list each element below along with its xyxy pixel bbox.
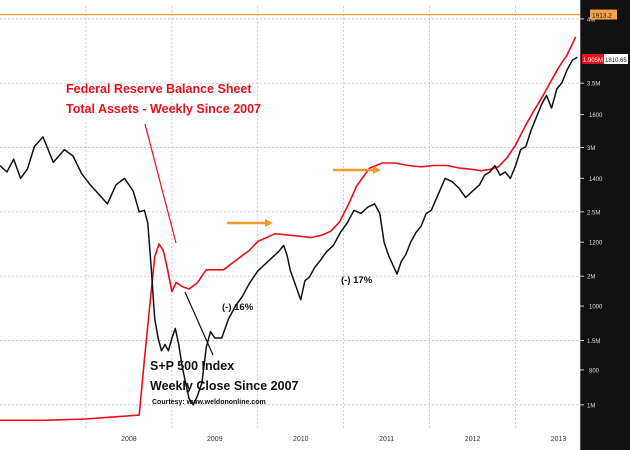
balance-sheet-tick-label: 2M — [587, 275, 595, 281]
spx-title-line1: S+P 500 Index — [150, 359, 235, 373]
index-tick-label: 1200 — [589, 241, 603, 247]
arrow-head — [373, 166, 381, 174]
balance-sheet-tick-label: 4M — [587, 17, 595, 23]
balance-sheet-axis: 1M 1.5M 2M 2.5M 3M 3.5M 4M — [580, 17, 600, 409]
reference-value-label: 1913.2 — [592, 13, 612, 20]
fed-last-value-tag — [582, 54, 604, 64]
last-value-tags: 1913.2 1.905M 1810.65 — [582, 9, 628, 64]
fed-last-value-label: 1.905M — [583, 58, 603, 64]
index-tick-label: 800 — [589, 368, 600, 374]
x-tick-label: 2013 — [551, 436, 567, 443]
balance-sheet-tick-label: 3M — [587, 146, 595, 152]
x-tick-label: 2009 — [207, 436, 223, 443]
reference-value-tag — [590, 9, 617, 20]
index-tick-label: 1000 — [589, 305, 603, 311]
fed-series-annotation: Federal Reserve Balance Sheet Total Asse… — [66, 79, 261, 119]
spx-annotation-pointer — [184, 291, 214, 356]
index-tick-label: 1400 — [589, 177, 603, 183]
spx-title-line2: Weekly Close Since 2007 — [150, 379, 299, 393]
annotation-pointers — [144, 123, 214, 356]
x-tick-label: 2011 — [379, 436, 394, 443]
fed-title-line1: Federal Reserve Balance Sheet — [66, 82, 252, 96]
grid-lines — [0, 6, 602, 428]
x-tick-label: 2012 — [465, 436, 481, 443]
balance-sheet-tick-label: 1M — [587, 403, 595, 409]
fed-title-line2: Total Assets - Weekly Since 2007 — [66, 102, 262, 116]
courtesy-label: Courtesy: www.weldononline.com — [152, 399, 266, 406]
x-tick-label: 2010 — [293, 436, 309, 443]
balance-sheet-tick-label: 3.5M — [587, 82, 600, 88]
drawdown-2010-label: (-) 16% — [222, 302, 254, 313]
balance-sheet-tick-label: 2.5M — [587, 210, 600, 216]
x-tick-label: 2008 — [121, 436, 137, 443]
spx-series-annotation: S+P 500 Index Weekly Close Since 2007 — [150, 356, 298, 396]
arrow-head — [265, 219, 273, 227]
spx-last-value-label: 1810.65 — [605, 58, 627, 64]
right-axis-panel: 1M 1.5M 2M 2.5M 3M 3.5M 4M 800 1000 1200 1400 1600… — [580, 0, 630, 450]
index-axis: 800 1000 1200 1400 1600 — [580, 113, 603, 374]
fed-balance-sheet-line — [0, 36, 577, 422]
fed-annotation-pointer — [144, 123, 177, 244]
annotation-arrows — [227, 166, 381, 227]
index-tick-label: 1600 — [589, 113, 603, 119]
sp500-line — [0, 56, 578, 406]
drawdown-2011-label: (-) 17% — [341, 275, 373, 286]
spx-last-value-tag — [604, 54, 628, 64]
right-axis-background — [580, 0, 630, 450]
x-axis: 2008 2009 2010 2011 2012 2013 — [121, 436, 566, 443]
balance-sheet-tick-label: 1.5M — [587, 339, 600, 345]
